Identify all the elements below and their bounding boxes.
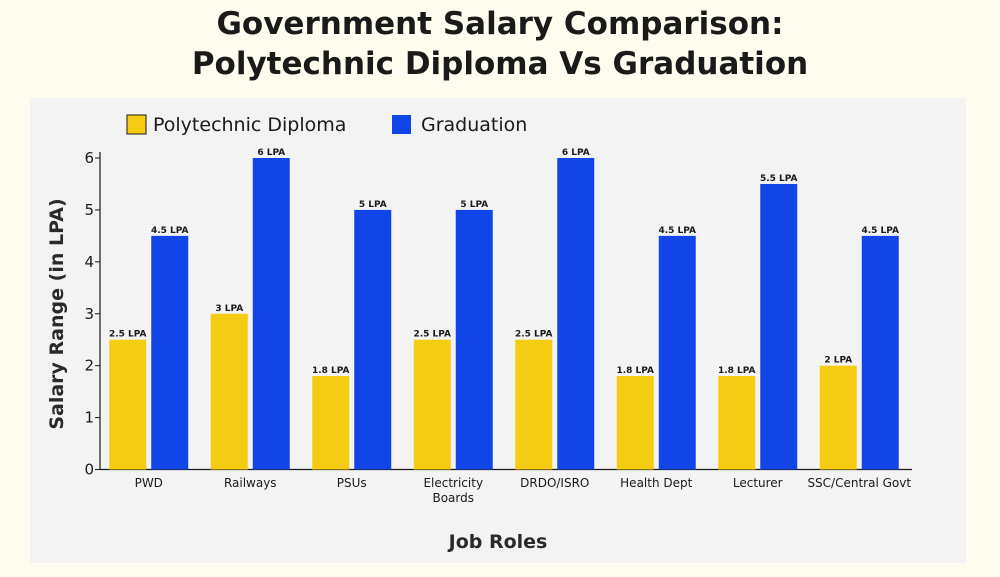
x-tick-label: Lecturer xyxy=(733,476,783,490)
x-tick-label: PWD xyxy=(135,476,163,490)
bar-data-label: 1.8 LPA xyxy=(616,366,654,376)
x-tick-label: Railways xyxy=(224,476,277,490)
bar-data-label: 1.8 LPA xyxy=(718,366,756,376)
legend-swatch-graduation xyxy=(392,115,411,134)
bar-graduation xyxy=(658,235,696,470)
legend-label-diploma: Polytechnic Diploma xyxy=(153,114,346,136)
x-tick-label: SSC/Central Govt xyxy=(807,476,911,490)
bar-diploma xyxy=(109,339,147,470)
x-tick-label: Health Dept xyxy=(620,476,692,490)
bar-graduation xyxy=(557,158,595,470)
legend: Polytechnic Diploma Graduation xyxy=(126,114,527,136)
x-axis-title: Job Roles xyxy=(447,531,548,553)
bar-data-label: 4.5 LPA xyxy=(151,226,189,236)
bar-data-label: 6 LPA xyxy=(257,148,285,158)
chart-title-line-2: Polytechnic Diploma Vs Graduation xyxy=(191,46,809,82)
x-tick-label: Electricity Boards xyxy=(423,476,483,505)
plot-area: 0 1 2 3 4 5 6 2.5 LPA 4.5 LPA PWD 3 LPA 6 LPA Railwa… xyxy=(84,148,912,505)
y-tick-label: 2 xyxy=(84,357,94,375)
bar-graduation xyxy=(151,235,189,470)
bar-data-label: 2.5 LPA xyxy=(413,330,451,340)
bar-data-label: 5 LPA xyxy=(460,200,488,210)
bar-data-label: 4.5 LPA xyxy=(861,226,899,236)
bar-graduation xyxy=(354,209,392,470)
bar-diploma xyxy=(210,313,248,470)
bar-diploma xyxy=(515,339,553,470)
bar-graduation xyxy=(252,158,290,470)
bar-diploma xyxy=(718,376,756,470)
x-tick-label: PSUs xyxy=(337,476,367,490)
bar-data-label: 4.5 LPA xyxy=(658,226,696,236)
bar-graduation xyxy=(861,235,899,470)
bar-data-label: 1.8 LPA xyxy=(312,366,350,376)
bar-data-label: 2.5 LPA xyxy=(515,330,553,340)
bar-data-label: 2 LPA xyxy=(824,356,852,366)
x-tick-label: DRDO/ISRO xyxy=(520,476,589,490)
bar-graduation xyxy=(760,183,798,470)
bar-graduation xyxy=(455,209,493,470)
y-axis-title: Salary Range (in LPA) xyxy=(46,198,68,429)
chart-title: Government Salary Comparison: Polytechni… xyxy=(0,4,1000,84)
y-tick-label: 0 xyxy=(84,461,94,479)
y-tick-label: 1 xyxy=(84,409,94,427)
bar-data-label: 5 LPA xyxy=(359,200,387,210)
y-tick-label: 5 xyxy=(84,201,94,219)
bar-diploma xyxy=(312,376,350,470)
y-tick-label: 3 xyxy=(84,305,94,323)
y-tick-label: 6 xyxy=(84,149,94,167)
bar-diploma xyxy=(413,339,451,470)
bar-diploma xyxy=(616,376,654,470)
bar-data-label: 2.5 LPA xyxy=(109,330,147,340)
legend-label-graduation: Graduation xyxy=(421,114,527,136)
bar-data-label: 6 LPA xyxy=(562,148,590,158)
y-tick-label: 4 xyxy=(84,253,94,271)
chart-title-line-1: Government Salary Comparison: xyxy=(216,6,784,42)
bar-data-label: 5.5 LPA xyxy=(760,174,798,184)
bar-diploma xyxy=(819,365,857,470)
legend-swatch-diploma xyxy=(126,114,147,135)
bar-data-label: 3 LPA xyxy=(215,304,243,314)
